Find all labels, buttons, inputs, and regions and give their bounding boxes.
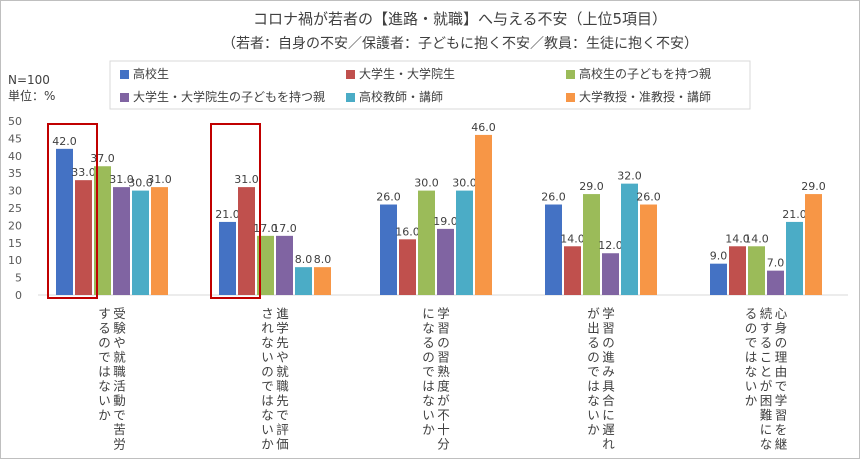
chart-title: コロナ禍が若者の【進路・就職】へ与える不安（上位5項目） (253, 10, 667, 28)
bar-value-label: 46.0 (471, 121, 496, 134)
bar-value-label: 14.0 (560, 232, 585, 245)
chart-subtitle: （若者：自身の不安／保護者：子どもに抱く不安／教員：生徒に抱く不安） (222, 36, 698, 52)
legend-swatch (346, 70, 355, 79)
bar (238, 187, 255, 295)
bar-value-label: 31.0 (147, 173, 172, 186)
bar (767, 270, 784, 295)
bar (276, 235, 293, 295)
bar-value-label: 31.0 (234, 173, 259, 186)
y-tick-label: 0 (15, 289, 22, 302)
bar-value-label: 26.0 (376, 191, 401, 204)
bar-value-label: 9.0 (710, 250, 728, 263)
sample-size: N=100 (8, 73, 50, 87)
bar-value-label: 26.0 (636, 191, 661, 204)
bar (380, 204, 397, 295)
legend-label: 大学生・大学院生 (359, 66, 455, 81)
bar (295, 267, 312, 295)
y-tick-label: 40 (8, 150, 22, 163)
bar (710, 263, 727, 295)
bar (418, 190, 435, 295)
legend-label: 高校生の子どもを持つ親 (579, 66, 711, 81)
bar (545, 204, 562, 295)
bar (583, 194, 600, 295)
bar-value-label: 17.0 (272, 222, 297, 235)
legend-label: 高校教師・講師 (359, 89, 443, 104)
bar-value-label: 26.0 (541, 191, 566, 204)
bar (564, 246, 581, 295)
bar-value-label: 7.0 (767, 257, 785, 270)
legend-label: 高校生 (133, 66, 169, 81)
bar-value-label: 21.0 (215, 208, 240, 221)
bar (748, 246, 765, 295)
bar (729, 246, 746, 295)
highlight-box (210, 123, 261, 299)
bar (456, 190, 473, 295)
y-tick-label: 35 (8, 167, 22, 180)
category-label: 学習の進み具合に遅れが出るのではないか (587, 306, 615, 452)
bar (640, 204, 657, 295)
category-label: 進学先や就職先で評価されないのではないか (261, 306, 289, 452)
bar (94, 166, 111, 295)
bar (475, 134, 492, 295)
category-label: 心身の理由で学習を継続することが困難になるのではないか (745, 306, 788, 452)
bar (399, 239, 416, 295)
bar-value-label: 29.0 (801, 180, 826, 193)
bar (314, 267, 331, 295)
legend-label: 大学生・大学院生の子どもを持つ親 (133, 89, 325, 104)
bar-value-label: 14.0 (744, 232, 769, 245)
category-label: 学習の習熟度が不十分になるのではないか (422, 306, 450, 452)
y-tick-label: 45 (8, 132, 22, 145)
y-tick-label: 15 (8, 237, 22, 250)
bar (805, 194, 822, 295)
bar-value-label: 31.0 (109, 173, 134, 186)
legend-swatch (120, 93, 129, 102)
category-label: 受験や就職活動で苦労するのではないか (98, 306, 126, 452)
bar (151, 187, 168, 295)
bar (786, 221, 803, 295)
bar-value-label: 12.0 (598, 239, 623, 252)
highlight-box (47, 123, 98, 299)
bar (132, 190, 149, 295)
legend-label: 大学教授・准教授・講師 (579, 89, 711, 104)
legend-swatch (120, 70, 129, 79)
bar-value-label: 21.0 (782, 208, 807, 221)
y-tick-label: 30 (8, 185, 22, 198)
bar-value-label: 30.0 (414, 177, 439, 190)
y-tick-label: 50 (8, 115, 22, 128)
y-tick-label: 20 (8, 219, 22, 232)
bar-value-label: 8.0 (314, 253, 332, 266)
bar (602, 253, 619, 295)
bar-value-label: 37.0 (90, 152, 115, 165)
bar-value-label: 42.0 (52, 135, 77, 148)
y-tick-label: 25 (8, 202, 22, 215)
y-tick-label: 5 (15, 272, 22, 285)
bar (56, 148, 73, 295)
bar (621, 183, 638, 295)
bars: 42.033.037.031.030.031.021.031.017.017.0… (52, 121, 826, 295)
bar-value-label: 14.0 (725, 232, 750, 245)
bar-value-label: 33.0 (71, 166, 96, 179)
highlight-boxes (47, 123, 261, 299)
bar (437, 228, 454, 295)
bar-value-label: 8.0 (295, 253, 313, 266)
bar-value-label: 30.0 (128, 177, 153, 190)
bar (219, 221, 236, 295)
bar-value-label: 16.0 (395, 225, 420, 238)
bar-value-label: 32.0 (617, 170, 642, 183)
bar-value-label: 30.0 (452, 177, 477, 190)
legend-swatch (346, 93, 355, 102)
bar (113, 187, 130, 295)
category-labels: 受験や就職活動で苦労するのではないか 進学先や就職先で評価されないのではないか 学習… (98, 306, 788, 452)
bar (75, 180, 92, 295)
bar-value-label: 19.0 (433, 215, 458, 228)
bar-value-label: 29.0 (579, 180, 604, 193)
legend-swatch (566, 93, 575, 102)
legend-swatch (566, 70, 575, 79)
y-tick-label: 10 (8, 254, 22, 267)
bar (257, 235, 274, 295)
unit-label: 単位：% (8, 88, 55, 103)
legend-box (109, 60, 751, 110)
